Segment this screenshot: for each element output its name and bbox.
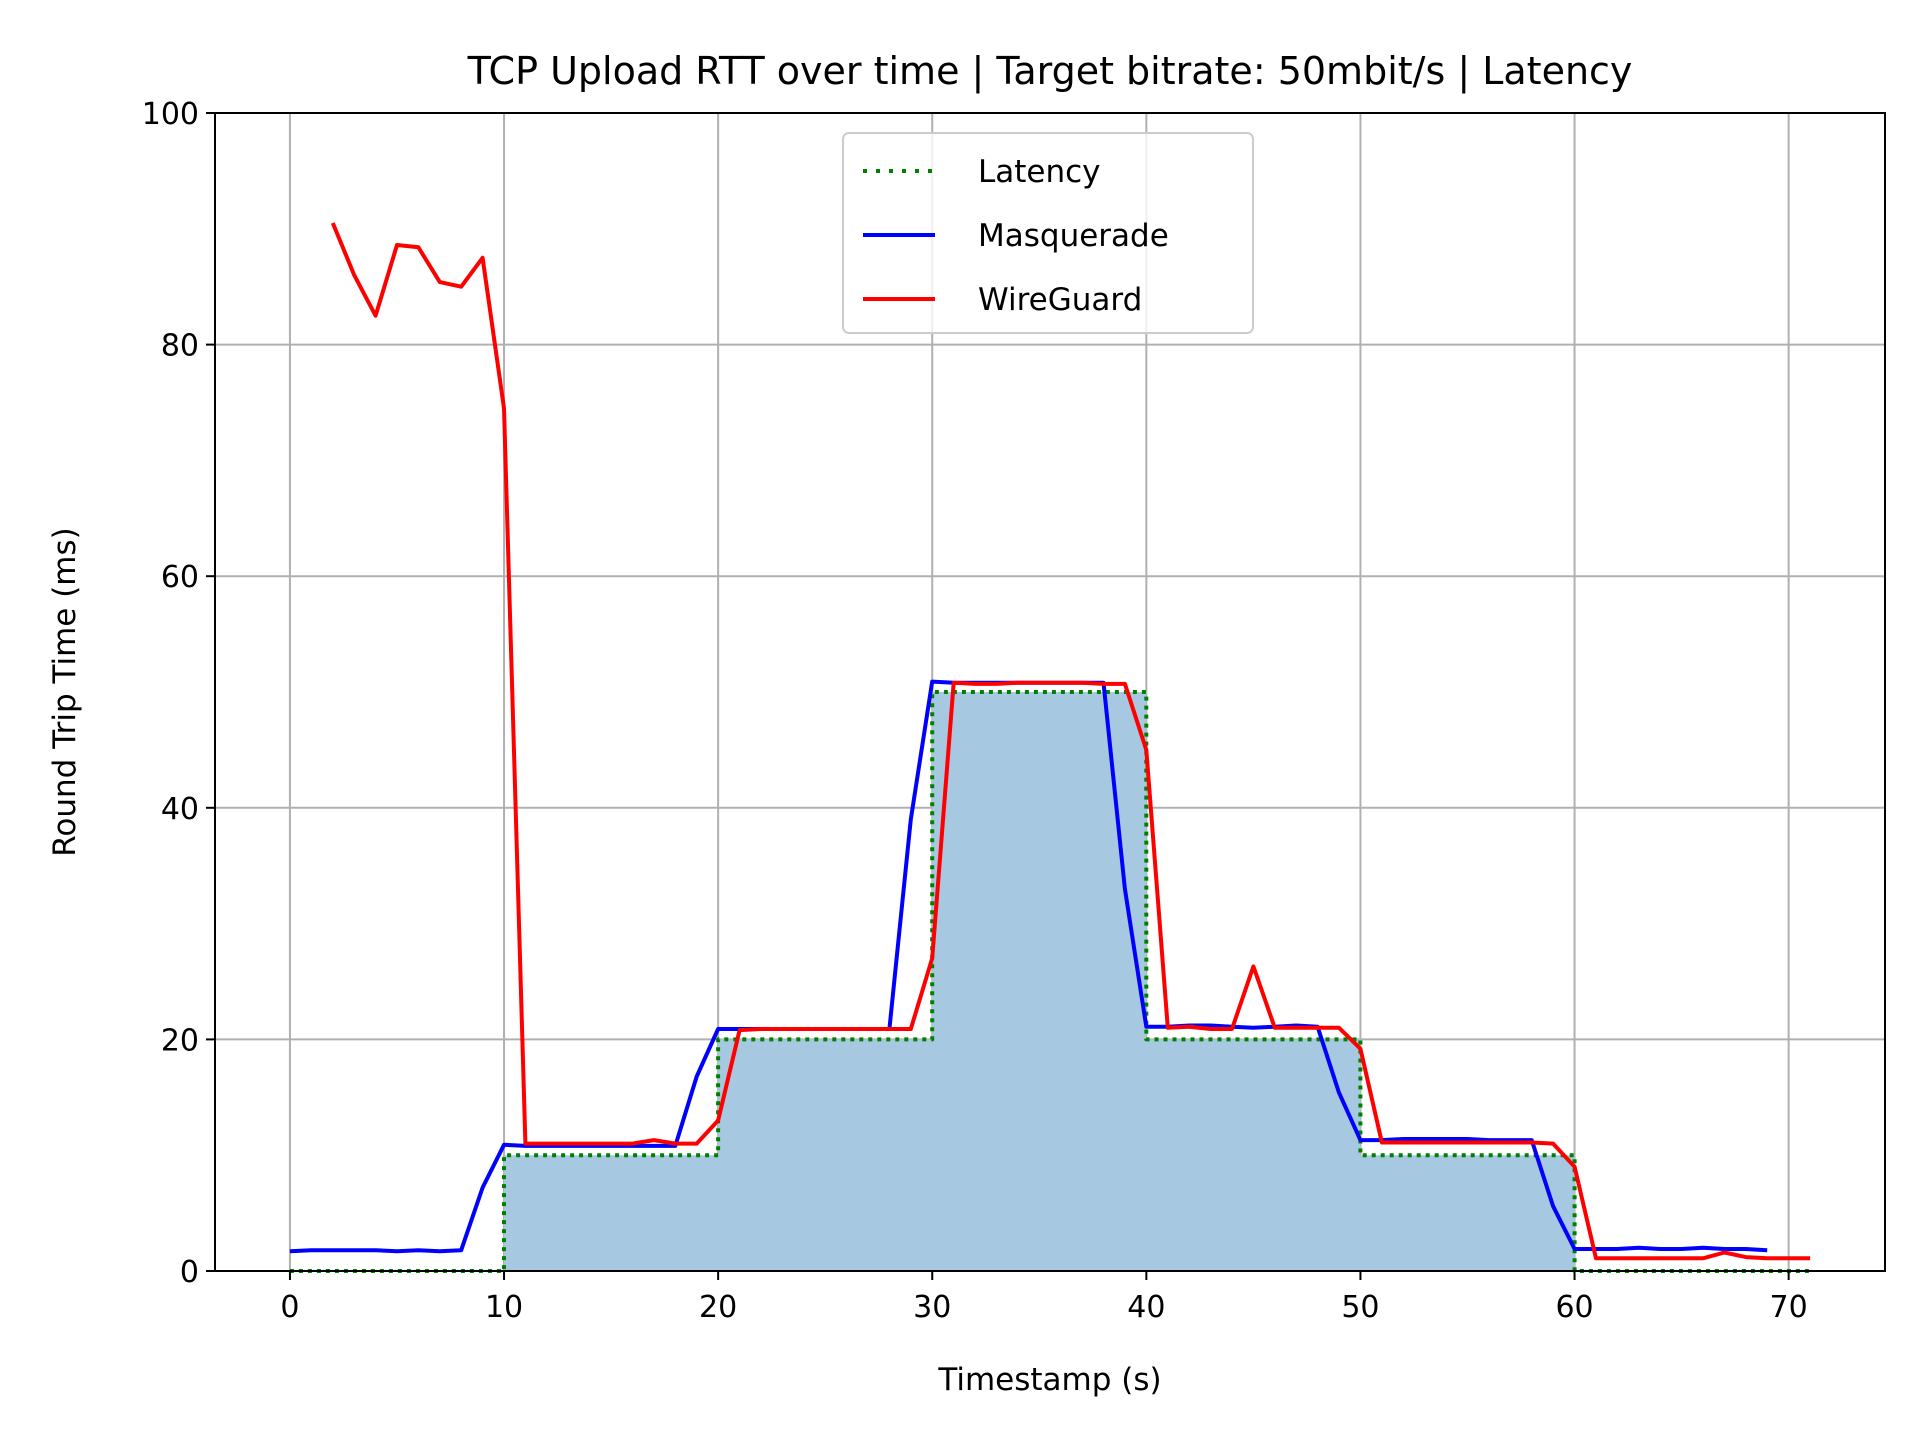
- y-tick-label: 0: [180, 1255, 199, 1290]
- x-tick-label: 10: [485, 1290, 523, 1325]
- x-tick-label: 20: [699, 1290, 737, 1325]
- x-axis-label: Timestamp (s): [937, 1362, 1161, 1398]
- x-tick-label: 60: [1555, 1290, 1593, 1325]
- x-tick-label: 30: [913, 1290, 951, 1325]
- x-tick-label: 40: [1127, 1290, 1165, 1325]
- x-tick-label: 70: [1770, 1290, 1808, 1325]
- x-tick-label: 50: [1341, 1290, 1379, 1325]
- y-tick-label: 40: [161, 792, 199, 827]
- y-tick-label: 100: [142, 97, 199, 132]
- plot-frame: [214, 112, 1886, 1272]
- y-tick-label: 60: [161, 560, 199, 595]
- legend-label-wireguard: WireGuard: [978, 282, 1142, 318]
- wireguard-series-line: [330, 222, 1811, 1261]
- x-tick-label: 0: [280, 1290, 299, 1325]
- chart-title: TCP Upload RTT over time | Target bitrat…: [467, 49, 1633, 94]
- legend-box: [842, 132, 1254, 334]
- y-tick-label: 80: [161, 329, 199, 364]
- latency-fill-area: [289, 692, 1811, 1271]
- legend: Latency Masquerade WireGuard: [842, 132, 1254, 334]
- y-tick-label: 20: [161, 1023, 199, 1058]
- y-axis-label: Round Trip Time (ms): [47, 527, 83, 856]
- legend-label-latency: Latency: [978, 154, 1101, 190]
- legend-label-masquerade: Masquerade: [978, 218, 1169, 254]
